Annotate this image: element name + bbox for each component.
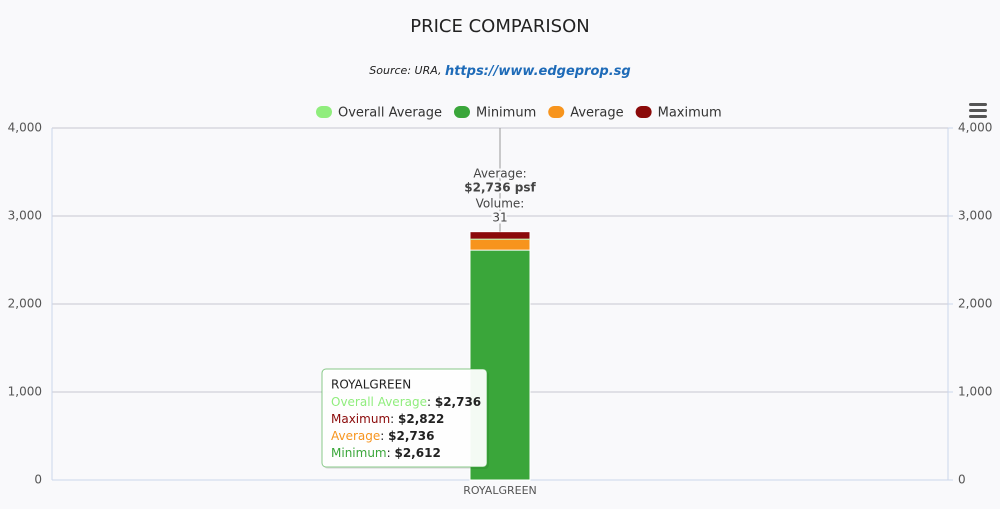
- legend-item[interactable]: Average: [548, 106, 624, 121]
- tooltip-sep: :: [427, 395, 435, 409]
- annotation-text: $2,736 psf: [464, 181, 536, 195]
- tooltip-series-name: Maximum: [331, 412, 390, 426]
- chart-title: PRICE COMPARISON: [410, 16, 590, 37]
- legend-label: Overall Average: [338, 106, 442, 121]
- tooltip-value: $2,822: [398, 412, 444, 426]
- tooltip-sep: :: [380, 429, 388, 443]
- menu-bar: [969, 115, 987, 118]
- legend-item[interactable]: Minimum: [453, 106, 536, 121]
- legend-swatch: [548, 106, 565, 118]
- y-tick-label: 1,000: [8, 385, 42, 399]
- tooltip-box: [321, 368, 488, 468]
- tooltip-row: Average: $2,736: [331, 429, 434, 443]
- legend-item[interactable]: Maximum: [635, 106, 722, 121]
- legend-label: Minimum: [476, 106, 536, 121]
- tooltip: ROYALGREEN Overall Average: $2,736 Maximum…: [321, 368, 489, 469]
- y2-tick-label: 4,000: [958, 121, 992, 135]
- tooltip-series-name: Overall Average: [331, 395, 427, 409]
- menu-icon[interactable]: [969, 103, 987, 118]
- tooltip-title: ROYALGREEN: [331, 378, 411, 392]
- tooltip-value: $2,612: [394, 446, 440, 460]
- y-tick-label: 0: [34, 473, 42, 487]
- y2-tick-label: 1,000: [958, 385, 992, 399]
- y-tick-label: 4,000: [8, 121, 42, 135]
- menu-bar: [969, 109, 987, 112]
- tooltip-sep: :: [387, 446, 395, 460]
- tooltip-series-name: Average: [331, 429, 380, 443]
- annotation-text: Volume:: [476, 197, 525, 211]
- legend-swatch: [453, 106, 470, 118]
- tooltip-series-name: Minimum: [331, 446, 387, 460]
- tooltip-row: Overall Average: $2,736: [331, 395, 481, 409]
- tooltip-value: $2,736: [388, 429, 434, 443]
- tooltip-value: $2,736: [435, 395, 481, 409]
- tooltip-row: Maximum: $2,822: [331, 412, 444, 426]
- annotation-text: Average:: [473, 167, 526, 181]
- y2-tick-label: 0: [958, 473, 966, 487]
- subtitle: Source: URA, https://www.edgeprop.sg: [369, 64, 630, 79]
- legend-item[interactable]: Overall Average: [316, 106, 442, 121]
- y-tick-label: 2,000: [8, 297, 42, 311]
- legend-swatch: [635, 106, 652, 118]
- y2-tick-label: 3,000: [958, 209, 992, 223]
- subtitle-link[interactable]: https://www.edgeprop.sg: [445, 64, 631, 79]
- x-tick-label: ROYALGREEN: [463, 484, 537, 497]
- y-tick-label: 3,000: [8, 209, 42, 223]
- legend-label: Average: [570, 106, 623, 121]
- legend: Overall Average Minimum Average Maximum: [316, 106, 722, 121]
- y2-tick-label: 2,000: [958, 297, 992, 311]
- legend-label: Maximum: [658, 106, 722, 121]
- subtitle-prefix: Source: URA,: [369, 64, 441, 77]
- tooltip-sep: :: [390, 412, 398, 426]
- legend-swatch: [316, 106, 332, 118]
- tooltip-row: Minimum: $2,612: [331, 446, 441, 460]
- annotation-text: 31: [492, 211, 507, 225]
- menu-bar: [969, 103, 987, 106]
